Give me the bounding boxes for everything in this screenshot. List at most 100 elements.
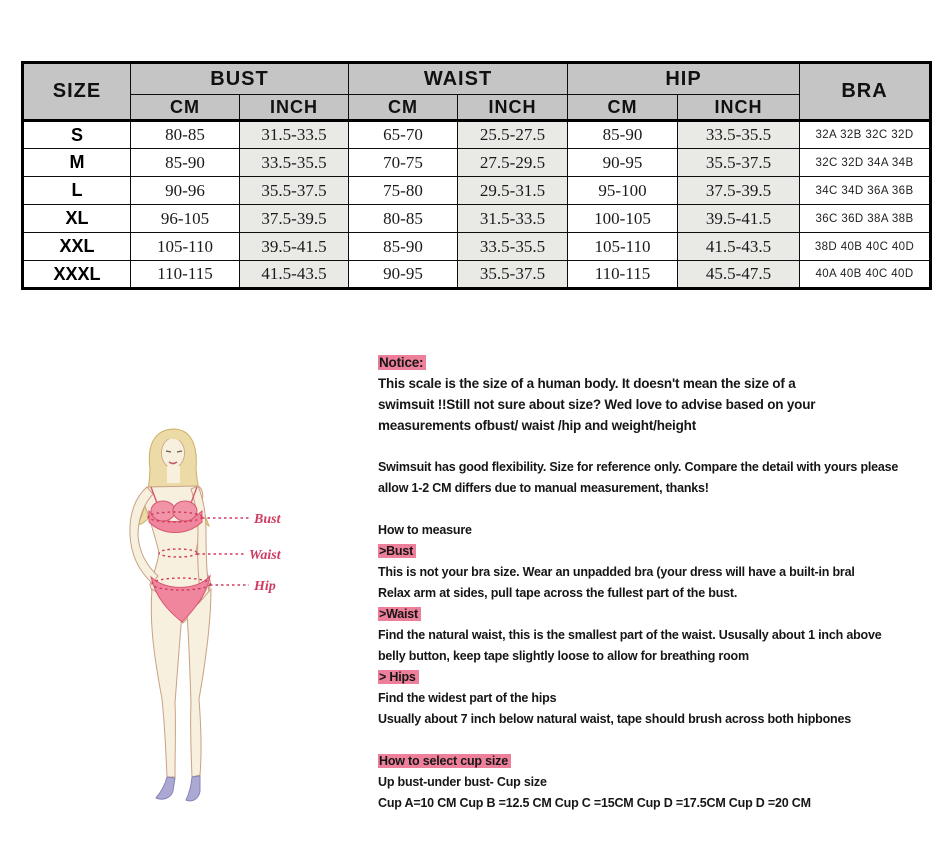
- table-header-row-1: SIZE BUST WAIST HIP BRA: [22, 62, 931, 122]
- bust-cm-cell: 96-105: [130, 204, 240, 233]
- bust-cm-cell: 90-96: [130, 176, 240, 205]
- table-header-row-2: CM INCH CM INCH CM INCH: [23, 94, 931, 122]
- hip-inch-cell: 37.5-39.5: [677, 176, 800, 205]
- size-cell: S: [22, 120, 131, 149]
- bra-cell: 34C 34D 36A 36B: [799, 176, 931, 205]
- bikini-cup-left: [150, 500, 176, 522]
- waist-inch-cell: 29.5-31.5: [457, 176, 568, 205]
- header-waist-inch: INCH: [457, 94, 568, 122]
- table-row-xxxl: XXXL 110-115 41.5-43.5 90-95 35.5-37.5 1…: [22, 260, 931, 289]
- bust-cm-cell: 80-85: [130, 120, 240, 149]
- notice-title: Notice:: [378, 355, 427, 370]
- waist-label: Waist: [249, 548, 282, 563]
- size-cell: XL: [22, 204, 131, 233]
- bra-cell: 38D 40B 40C 40D: [799, 232, 931, 261]
- table-row-l: L 90-96 35.5-37.5 75-80 29.5-31.5 95-100…: [22, 176, 931, 205]
- hip-cm-cell: 100-105: [567, 204, 678, 233]
- size-cell: XXL: [22, 232, 131, 261]
- bra-cell: 32A 32B 32C 32D: [799, 120, 931, 149]
- hip-cm-cell: 110-115: [567, 260, 678, 289]
- how-to-measure-title: How to measure: [378, 523, 472, 537]
- size-cell: L: [22, 176, 131, 205]
- table-row-xxl: XXL 105-110 39.5-41.5 85-90 33.5-35.5 10…: [22, 232, 931, 261]
- notice-body-line: swimsuit !!Still not sure about size? We…: [378, 397, 816, 412]
- flexibility-line: allow 1-2 CM differs due to manual measu…: [378, 481, 709, 495]
- body-sketch-illustration: Bust Waist Hip: [129, 428, 282, 802]
- waist-inch-cell: 35.5-37.5: [457, 260, 568, 289]
- hips-instruction-line: Find the widest part of the hips: [378, 691, 557, 705]
- header-bust-inch: INCH: [239, 94, 349, 122]
- hip-inch-cell: 33.5-35.5: [677, 120, 800, 149]
- waist-cm-cell: 75-80: [348, 176, 458, 205]
- hips-instruction-line: Usually about 7 inch below natural waist…: [378, 712, 851, 726]
- bust-cm-cell: 110-115: [130, 260, 240, 289]
- header-hip-inch: INCH: [677, 94, 800, 122]
- table-row-xl: XL 96-105 37.5-39.5 80-85 31.5-33.5 100-…: [22, 204, 931, 233]
- hip-cm-cell: 85-90: [567, 120, 678, 149]
- bra-cell: 32C 32D 34A 34B: [799, 148, 931, 177]
- bust-label: Bust: [253, 512, 282, 527]
- header-bust-cm: CM: [130, 94, 240, 122]
- hip-measure-ellipse: [151, 577, 211, 591]
- hip-cm-cell: 90-95: [567, 148, 678, 177]
- bust-inch-cell: 31.5-33.5: [239, 120, 349, 149]
- header-bust: BUST: [130, 62, 349, 95]
- table-row-m: M 85-90 33.5-35.5 70-75 27.5-29.5 90-95 …: [22, 148, 931, 177]
- header-hip: HIP: [567, 62, 800, 95]
- notice-body-line: This scale is the size of a human body. …: [378, 376, 796, 391]
- waist-inch-cell: 31.5-33.5: [457, 204, 568, 233]
- header-bra: BRA: [799, 62, 931, 122]
- right-shoe-shape: [185, 775, 201, 802]
- waist-heading-row: >Waist: [378, 604, 938, 625]
- waist-inch-cell: 25.5-27.5: [457, 120, 568, 149]
- size-cell: XXXL: [22, 260, 131, 289]
- bust-inch-cell: 35.5-37.5: [239, 176, 349, 205]
- waist-cm-cell: 85-90: [348, 232, 458, 261]
- hip-cm-cell: 95-100: [567, 176, 678, 205]
- bust-inch-cell: 39.5-41.5: [239, 232, 349, 261]
- waist-cm-cell: 65-70: [348, 120, 458, 149]
- hips-heading: > Hips: [378, 670, 419, 684]
- hip-cm-cell: 105-110: [567, 232, 678, 261]
- hip-inch-cell: 45.5-47.5: [677, 260, 800, 289]
- bust-instruction-line: Relax arm at sides, pull tape across the…: [378, 586, 738, 600]
- bra-cell: 36C 36D 38A 38B: [799, 204, 931, 233]
- waist-cm-cell: 70-75: [348, 148, 458, 177]
- header-waist: WAIST: [348, 62, 568, 95]
- hair-fringe: [156, 435, 189, 446]
- header-size: SIZE: [22, 62, 131, 122]
- cup-size-line: Cup A=10 CM Cup B =12.5 CM Cup C =15CM C…: [378, 796, 811, 810]
- table-row-s: S 80-85 31.5-33.5 65-70 25.5-27.5 85-90 …: [22, 120, 931, 149]
- waist-instruction-line: belly button, keep tape slightly loose t…: [378, 649, 749, 663]
- measurement-guide-text: Notice: This scale is the size of a huma…: [378, 352, 938, 814]
- bikini-cup-right: [172, 500, 198, 522]
- hip-inch-cell: 41.5-43.5: [677, 232, 800, 261]
- bikini-bottom-shape: [150, 574, 211, 623]
- right-leg-shape: [186, 587, 212, 778]
- left-shoe-shape: [155, 776, 176, 800]
- bust-inch-cell: 37.5-39.5: [239, 204, 349, 233]
- waist-heading: >Waist: [378, 607, 421, 621]
- cup-size-line: Up bust-under bust- Cup size: [378, 775, 547, 789]
- waist-inch-cell: 27.5-29.5: [457, 148, 568, 177]
- eyes: [165, 450, 183, 453]
- left-arm-shape: [129, 486, 159, 584]
- size-cell: M: [22, 148, 131, 177]
- notice-body-line: measurements ofbust/ waist /hip and weig…: [378, 418, 696, 433]
- hips-heading-row: > Hips: [378, 667, 938, 688]
- waist-cm-cell: 80-85: [348, 204, 458, 233]
- bust-heading: >Bust: [378, 544, 417, 558]
- flexibility-line: Swimsuit has good flexibility. Size for …: [378, 460, 899, 474]
- bust-instruction-line: This is not your bra size. Wear an unpad…: [378, 565, 855, 579]
- hip-inch-cell: 35.5-37.5: [677, 148, 800, 177]
- hip-label: Hip: [253, 579, 276, 594]
- header-hip-cm: CM: [567, 94, 678, 122]
- bust-cm-cell: 85-90: [130, 148, 240, 177]
- size-chart-table: SIZE BUST WAIST HIP BRA CM INCH CM INCH …: [21, 61, 932, 290]
- waist-cm-cell: 90-95: [348, 260, 458, 289]
- measurement-figure: Bust Waist Hip: [105, 425, 385, 820]
- hip-inch-cell: 39.5-41.5: [677, 204, 800, 233]
- cup-size-title-row: How to select cup size: [378, 751, 938, 772]
- notice-heading: Notice:: [378, 352, 938, 373]
- bust-measure-ellipse: [147, 511, 203, 523]
